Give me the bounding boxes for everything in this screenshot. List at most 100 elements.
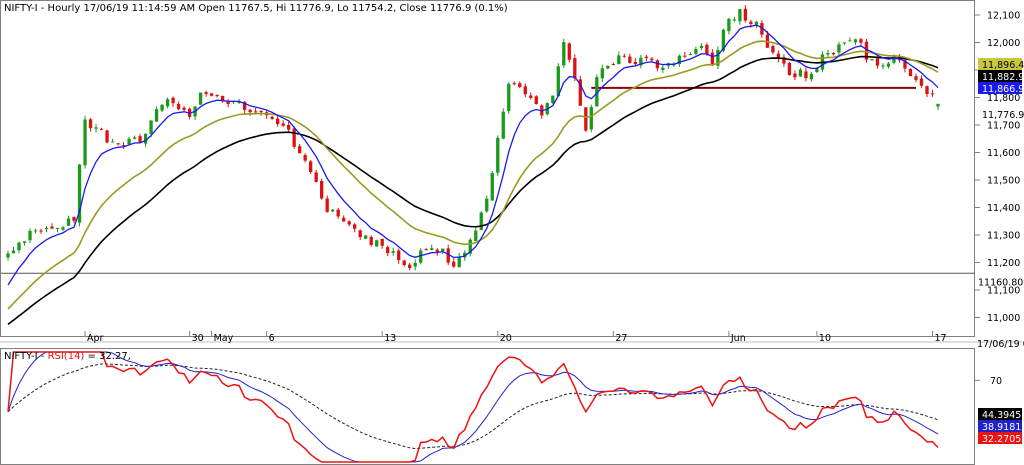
y-tick-label: 11,800 <box>987 93 1020 104</box>
candle-body <box>110 141 115 143</box>
candle-body <box>105 130 109 143</box>
tag-support: 11160.800 <box>978 277 1024 288</box>
candle-body <box>336 209 340 217</box>
x-tick-label: May <box>214 333 234 344</box>
candle-body <box>771 45 775 53</box>
candle-body <box>242 101 247 110</box>
price-panel <box>0 0 975 337</box>
candle-body <box>930 93 935 95</box>
tag-last-price: 11,776.9 <box>982 110 1024 121</box>
candle-body <box>463 252 467 258</box>
candle-body <box>248 109 252 113</box>
candle-body <box>298 146 302 154</box>
x-tick-label: Apr <box>87 333 104 344</box>
tag-last-price-bg <box>978 108 1022 120</box>
x-tick-label: 6 <box>269 333 275 344</box>
candle-body <box>474 230 478 241</box>
candle-body <box>215 95 219 97</box>
x-tick-label: 27 <box>615 333 627 344</box>
candle-body <box>848 40 852 42</box>
candle-body <box>881 65 885 67</box>
candle-body <box>595 77 599 107</box>
candle-body <box>33 230 38 232</box>
tag-ma-mid-bg <box>978 58 1022 70</box>
candle-body <box>490 172 494 201</box>
candle-body <box>375 240 379 247</box>
candle-body <box>11 250 16 254</box>
candle-body <box>919 78 924 86</box>
x-tick-label: 10 <box>819 333 831 344</box>
candle-body <box>611 64 615 66</box>
candle-body <box>683 55 687 57</box>
candle-body <box>88 119 93 129</box>
moving-average-lines <box>7 24 939 325</box>
candle-body <box>55 228 60 230</box>
candle-body <box>408 264 412 269</box>
candle-body <box>176 103 181 110</box>
candle-body <box>314 172 318 182</box>
candle-body <box>886 63 891 67</box>
rsi-long-average-line <box>7 363 939 450</box>
rsi-lines <box>7 351 939 463</box>
candle-body <box>798 69 803 77</box>
candle-body <box>72 216 76 221</box>
y-tick-label: 12,100 <box>987 11 1020 22</box>
x-tick-label: 13 <box>384 333 396 344</box>
candle-body <box>430 248 434 250</box>
candle-body <box>842 42 847 44</box>
candle-body <box>121 145 126 147</box>
candle-body <box>204 92 208 94</box>
candle-body <box>485 198 489 212</box>
candle-body <box>435 249 439 252</box>
candle-body <box>809 73 814 80</box>
candle-body <box>226 101 230 104</box>
candle-body <box>391 251 395 253</box>
candle-body <box>61 227 65 230</box>
y-tick-label: 11,700 <box>987 121 1020 132</box>
candle-body <box>705 44 709 54</box>
candle-body <box>622 55 626 57</box>
candle-body <box>259 110 263 113</box>
candle-body <box>914 76 918 80</box>
rsi-y-axis: 70 <box>975 376 1002 387</box>
candle-body <box>661 67 665 71</box>
candle-body <box>875 58 880 66</box>
candle-body <box>804 71 808 79</box>
candle-body <box>325 198 329 212</box>
candle-body <box>419 250 423 263</box>
candle-body <box>760 23 764 35</box>
candle-body <box>864 41 869 60</box>
candle-body <box>154 109 159 122</box>
candle-body <box>270 116 274 119</box>
y-tick-label: 11,100 <box>987 286 1020 297</box>
candle-body <box>578 79 582 106</box>
candle-body <box>479 212 483 230</box>
candle-body <box>831 52 836 55</box>
candle-body <box>83 119 87 166</box>
candle-body <box>727 18 731 32</box>
candle-body <box>677 55 682 65</box>
candle-body <box>457 256 461 268</box>
candle-body <box>556 66 560 97</box>
candle-body <box>320 181 324 199</box>
candle-body <box>209 93 214 96</box>
candle-body <box>413 262 417 267</box>
candle-body <box>710 52 715 66</box>
candle-body <box>782 57 786 64</box>
candle-body <box>826 53 830 55</box>
candle-body <box>342 217 346 222</box>
price-value-tags: 11,896.411,882.911,866.9 11,776.9 11160.80… <box>977 58 1024 350</box>
candle-body <box>529 95 533 98</box>
rsi-title: NIFTY-I - RSI(14) = 32.27, <box>4 351 131 362</box>
candle-body <box>281 123 285 126</box>
ma-mid-line <box>7 40 939 310</box>
candle-body <box>331 209 335 212</box>
candle-body <box>936 103 940 107</box>
rsi-tag-signal-bg <box>978 420 1022 432</box>
candle-body <box>402 260 406 266</box>
x-tick-label: 30 <box>192 333 204 344</box>
candle-body <box>149 120 153 134</box>
candle-body <box>749 21 753 24</box>
candle-body <box>50 226 54 229</box>
